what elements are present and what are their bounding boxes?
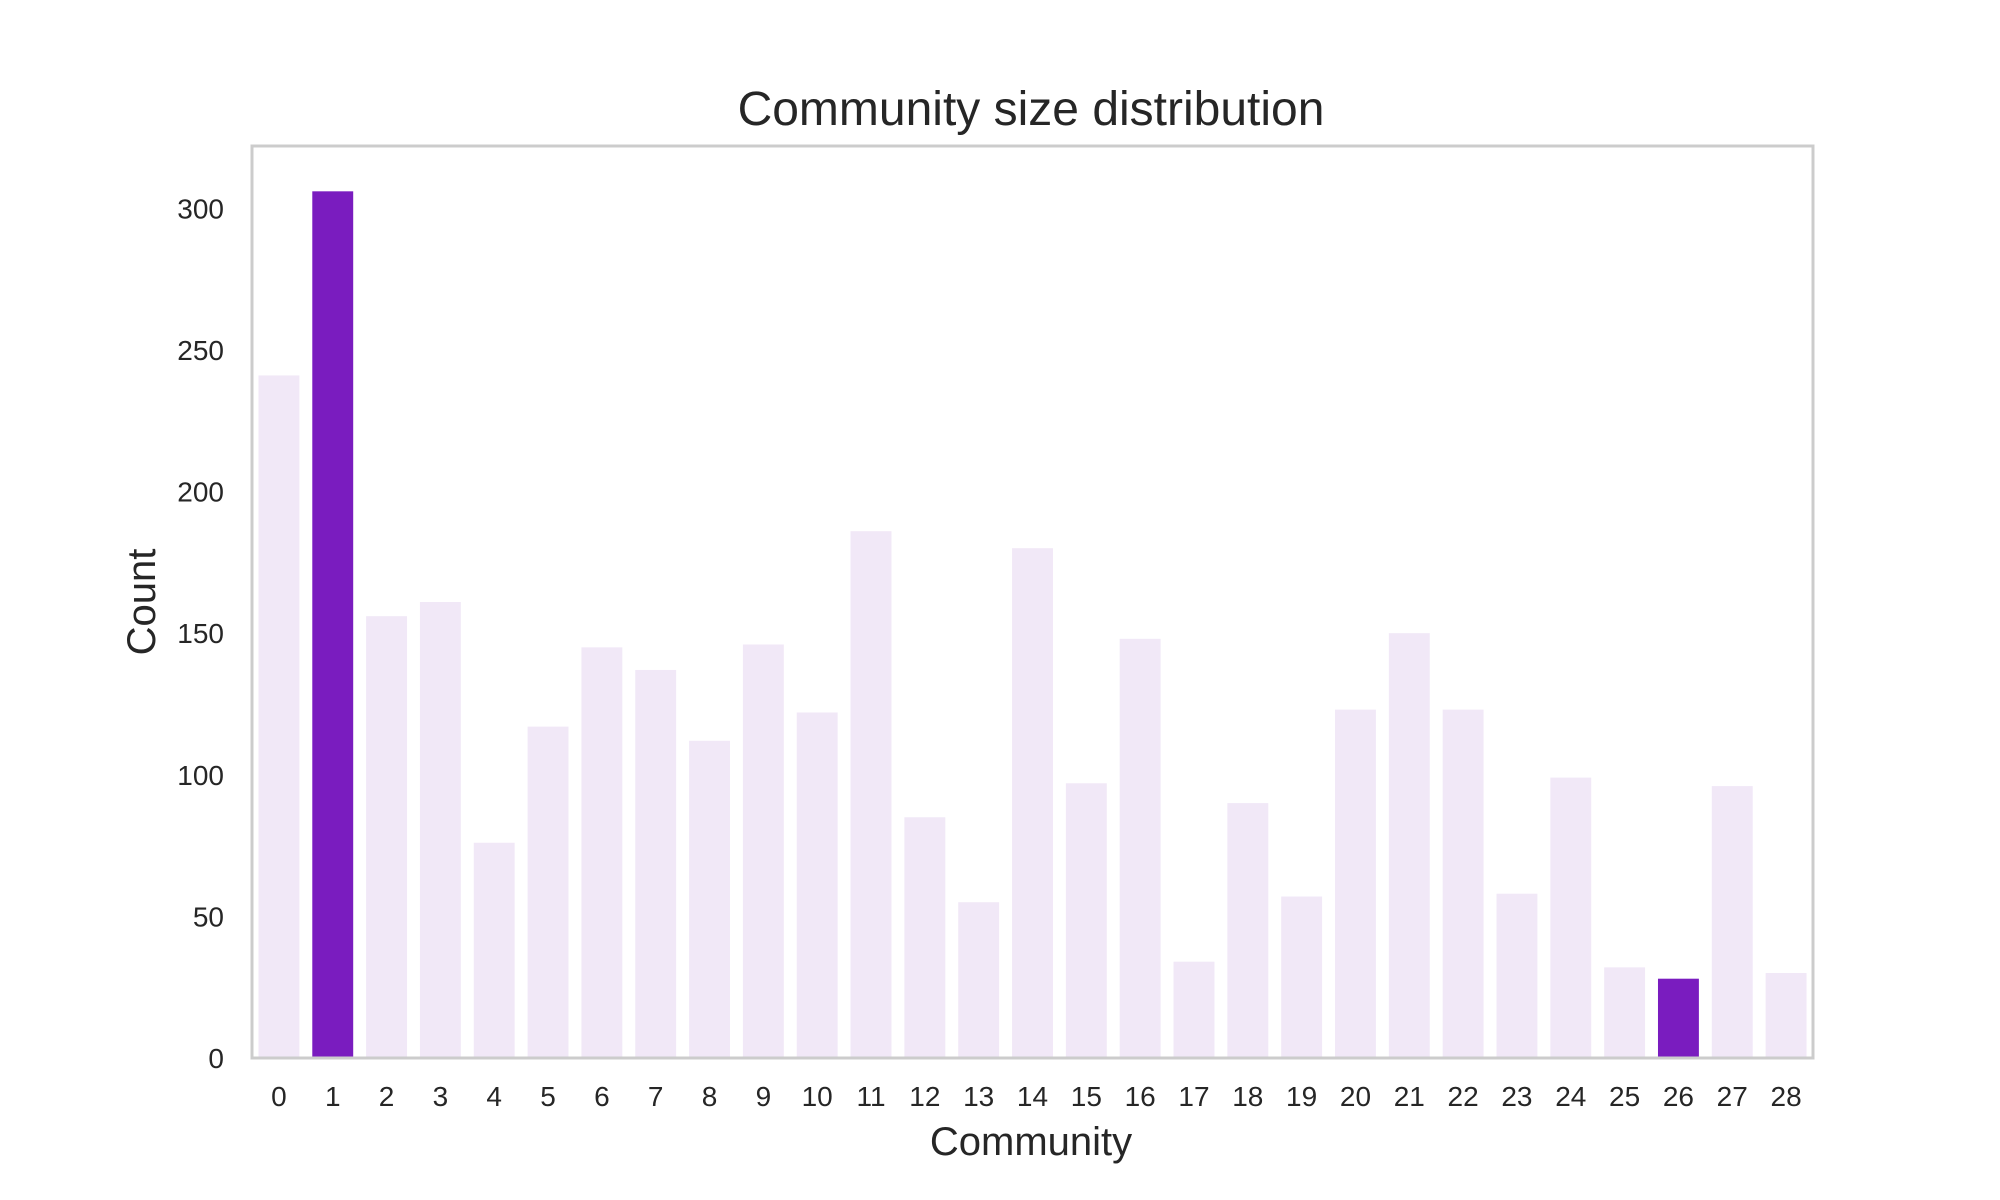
x-tick-label: 16 [1125,1081,1156,1112]
x-tick-label: 11 [856,1081,885,1112]
x-tick-label: 12 [909,1081,940,1112]
bar-community-25 [1604,967,1646,1058]
y-axis-label: Count [120,549,164,656]
x-tick-label: 8 [702,1081,718,1112]
x-tick-label: 0 [271,1081,287,1112]
bars-group [258,191,1807,1058]
y-tick-label: 150 [177,618,224,649]
bar-community-22 [1442,709,1484,1058]
bar-community-16 [1119,638,1161,1058]
x-tick-label: 17 [1178,1081,1209,1112]
bar-community-9 [742,644,784,1058]
x-tick-label: 13 [963,1081,994,1112]
bar-community-3 [419,602,461,1058]
x-tick-label: 18 [1232,1081,1263,1112]
bar-community-4 [473,842,515,1058]
bar-community-17 [1173,961,1215,1058]
x-tick-label: 21 [1394,1081,1425,1112]
bar-community-13 [958,902,1000,1058]
x-tick-label: 6 [594,1081,610,1112]
x-tick-label: 10 [802,1081,833,1112]
y-tick-label: 0 [208,1043,224,1074]
x-tick-label: 15 [1071,1081,1102,1112]
x-tick-label: 27 [1717,1081,1748,1112]
x-tick-label: 7 [648,1081,664,1112]
x-tick-label: 14 [1017,1081,1048,1112]
x-tick-label: 3 [433,1081,449,1112]
bar-community-12 [904,817,946,1058]
x-tick-label: 26 [1663,1081,1694,1112]
bar-community-19 [1281,896,1323,1058]
x-tick-label: 22 [1448,1081,1479,1112]
x-tick-label: 25 [1609,1081,1640,1112]
bar-community-0 [258,375,300,1058]
bar-community-2 [366,616,408,1058]
y-tick-label: 250 [177,335,224,366]
x-axis-label: Community [930,1120,1132,1164]
bar-community-5 [527,726,569,1058]
y-tick-label: 50 [193,901,224,932]
bar-community-23 [1496,893,1538,1058]
bar-community-11 [850,531,892,1058]
x-tick-label: 20 [1340,1081,1371,1112]
x-tick-label: 19 [1286,1081,1317,1112]
x-tick-label: 5 [540,1081,556,1112]
bar-community-20 [1335,709,1376,1058]
bar-community-15 [1065,783,1107,1058]
bar-community-28 [1765,973,1807,1058]
x-tick-label: 2 [379,1081,395,1112]
x-tick-label: 24 [1555,1081,1586,1112]
x-tick-labels: 0 1 2 3 4 5 6 7 8 9 10 11 12 13 14 15 16 17 18 19 20 21 22 23 24… [271,1081,1802,1112]
bar-community-14 [1012,548,1053,1058]
plot-frame [250,144,1815,1060]
y-tick-labels: 0 50 100 150 200 250 300 [177,193,224,1074]
bar-community-18 [1227,803,1269,1058]
y-tick-label: 200 [177,477,224,508]
x-tick-label: 28 [1771,1081,1802,1112]
x-tick-label: 1 [325,1081,341,1112]
bar-community-7 [635,669,677,1058]
x-tick-label: 4 [486,1081,502,1112]
bar-community-26 [1657,978,1699,1058]
bar-community-6 [581,647,623,1058]
bar-community-10 [796,712,838,1058]
chart-title: Community size distribution [738,83,1325,136]
x-tick-label: 23 [1501,1081,1532,1112]
bar-community-21 [1388,633,1430,1058]
bar-community-8 [689,740,730,1058]
y-tick-label: 100 [177,760,224,791]
bar-community-27 [1711,786,1753,1058]
bar-community-24 [1550,777,1592,1058]
y-tick-label: 300 [177,193,224,224]
x-tick-label: 9 [756,1081,772,1112]
bar-community-1 [312,191,354,1058]
